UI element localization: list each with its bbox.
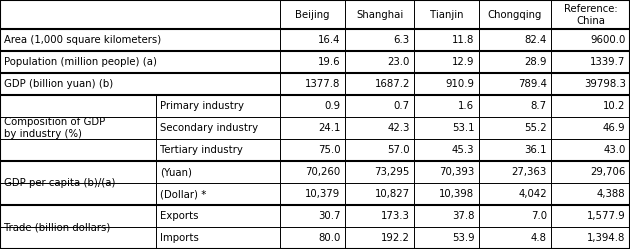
Text: 4,388: 4,388	[597, 189, 626, 199]
Text: Area (1,000 square kilometers): Area (1,000 square kilometers)	[4, 35, 162, 45]
Text: 173.3: 173.3	[381, 211, 410, 221]
Text: Chongqing: Chongqing	[488, 10, 542, 20]
Text: 8.7: 8.7	[530, 101, 547, 111]
Text: 16.4: 16.4	[318, 35, 340, 45]
Text: 1,577.9: 1,577.9	[587, 211, 626, 221]
Text: 45.3: 45.3	[452, 145, 474, 155]
Text: 11.8: 11.8	[452, 35, 474, 45]
Text: 910.9: 910.9	[445, 79, 474, 89]
Text: Imports: Imports	[160, 233, 199, 243]
Text: 80.0: 80.0	[318, 233, 340, 243]
Text: 10,398: 10,398	[439, 189, 474, 199]
Text: Trade (billion dollars): Trade (billion dollars)	[4, 222, 111, 232]
Text: Tianjin: Tianjin	[430, 10, 463, 20]
Text: 1339.7: 1339.7	[590, 57, 626, 67]
Text: 1.6: 1.6	[458, 101, 474, 111]
Text: 12.9: 12.9	[452, 57, 474, 67]
Text: 36.1: 36.1	[524, 145, 547, 155]
Text: 53.9: 53.9	[452, 233, 474, 243]
Text: 24.1: 24.1	[318, 123, 340, 133]
Text: Beijing: Beijing	[295, 10, 329, 20]
Text: Primary industry: Primary industry	[160, 101, 244, 111]
Text: 73,295: 73,295	[374, 167, 410, 177]
Text: Tertiary industry: Tertiary industry	[160, 145, 243, 155]
Text: Reference:
China: Reference: China	[564, 4, 617, 26]
Text: 4.8: 4.8	[531, 233, 547, 243]
Text: 7.0: 7.0	[530, 211, 547, 221]
Text: 789.4: 789.4	[518, 79, 547, 89]
Text: 57.0: 57.0	[387, 145, 410, 155]
Text: Exports: Exports	[160, 211, 199, 221]
Text: 19.6: 19.6	[318, 57, 340, 67]
Text: 28.9: 28.9	[524, 57, 547, 67]
Text: 30.7: 30.7	[318, 211, 340, 221]
Text: 1377.8: 1377.8	[305, 79, 340, 89]
Text: 9600.0: 9600.0	[590, 35, 626, 45]
Text: 55.2: 55.2	[524, 123, 547, 133]
Text: 75.0: 75.0	[318, 145, 340, 155]
Text: (Yuan): (Yuan)	[160, 167, 192, 177]
Text: 10,827: 10,827	[375, 189, 410, 199]
Text: 39798.3: 39798.3	[584, 79, 626, 89]
Text: 1,394.8: 1,394.8	[587, 233, 626, 243]
Text: 10.2: 10.2	[603, 101, 626, 111]
Text: Secondary industry: Secondary industry	[160, 123, 258, 133]
Text: 29,706: 29,706	[590, 167, 626, 177]
Text: 70,393: 70,393	[439, 167, 474, 177]
Text: 46.9: 46.9	[603, 123, 626, 133]
Text: 10,379: 10,379	[306, 189, 340, 199]
Text: Composition of GDP
by industry (%): Composition of GDP by industry (%)	[4, 118, 106, 139]
Text: 6.3: 6.3	[394, 35, 410, 45]
Text: Shanghai: Shanghai	[356, 10, 403, 20]
Text: 4,042: 4,042	[518, 189, 547, 199]
Text: 27,363: 27,363	[512, 167, 547, 177]
Text: 82.4: 82.4	[524, 35, 547, 45]
Text: Population (million people) (a): Population (million people) (a)	[4, 57, 158, 67]
Text: 23.0: 23.0	[387, 57, 410, 67]
Text: 42.3: 42.3	[387, 123, 410, 133]
Text: 0.7: 0.7	[394, 101, 410, 111]
Text: 0.9: 0.9	[324, 101, 340, 111]
Text: GDP (billion yuan) (b): GDP (billion yuan) (b)	[4, 79, 113, 89]
Text: 53.1: 53.1	[452, 123, 474, 133]
Text: 1687.2: 1687.2	[374, 79, 410, 89]
Text: (Dollar) *: (Dollar) *	[160, 189, 207, 199]
Text: 43.0: 43.0	[603, 145, 626, 155]
Text: 37.8: 37.8	[452, 211, 474, 221]
Text: 192.2: 192.2	[381, 233, 410, 243]
Text: 70,260: 70,260	[306, 167, 340, 177]
Text: GDP per capita (b)/(a): GDP per capita (b)/(a)	[4, 178, 116, 188]
